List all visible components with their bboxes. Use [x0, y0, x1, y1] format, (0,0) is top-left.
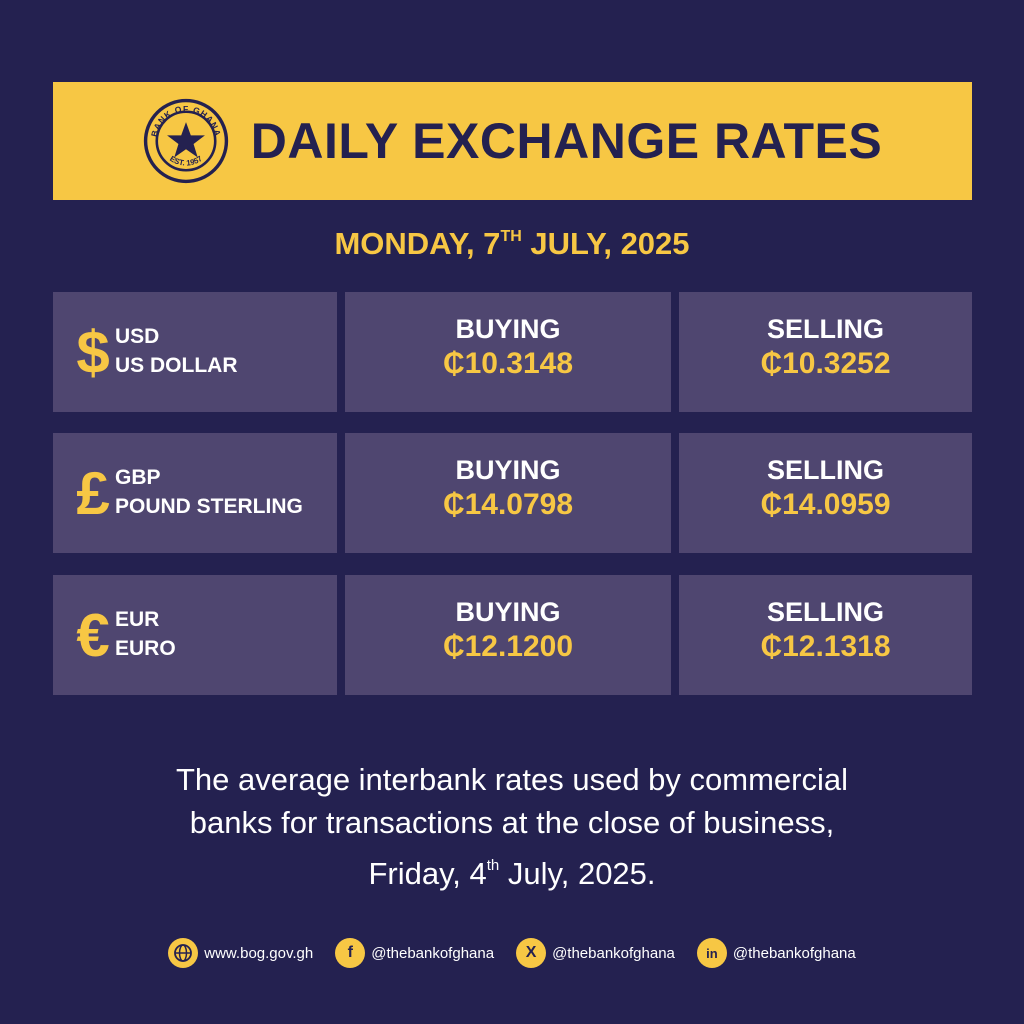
globe-icon [168, 938, 199, 968]
currency-cell: $ USD US DOLLAR [53, 292, 337, 412]
buying-label: BUYING [455, 314, 561, 344]
note-line-1: The average interbank rates used by comm… [176, 762, 848, 797]
x-handle[interactable]: @thebankofghana [552, 944, 675, 962]
dollar-icon: $ [76, 318, 110, 386]
rates-note: The average interbank rates used by comm… [0, 758, 1024, 895]
footer-linkedin[interactable]: in @thebankofghana [696, 938, 856, 968]
website-link[interactable]: www.bog.gov.gh [204, 944, 314, 962]
note-line-3-sup: th [486, 857, 500, 874]
buying-cell: BUYING ₵10.3148 [345, 292, 671, 412]
buying-label: BUYING [455, 597, 561, 627]
note-line-2: banks for transactions at the close of b… [189, 805, 835, 840]
footer-facebook[interactable]: f @thebankofghana [335, 938, 494, 968]
selling-rate: ₵10.3252 [760, 347, 891, 380]
page-title: DAILY EXCHANGE RATES [250, 113, 883, 169]
buying-label: BUYING [455, 455, 561, 485]
pound-icon: £ [76, 459, 110, 527]
footer-website[interactable]: www.bog.gov.gh [168, 938, 313, 968]
seal-text-bottom: EST. 1957 [168, 154, 204, 168]
facebook-handle[interactable]: @thebankofghana [371, 944, 495, 962]
note-line-3-prefix: Friday, 4 [368, 856, 487, 891]
buying-cell: BUYING ₵14.0798 [345, 433, 671, 553]
selling-label: SELLING [766, 314, 884, 344]
currency-code: EUR [115, 608, 160, 631]
euro-icon: € [76, 601, 110, 669]
buying-rate: ₵14.0798 [442, 488, 574, 521]
rate-row-usd: $ USD US DOLLAR BUYING ₵10.3148 SELLING … [53, 292, 972, 412]
currency-name: POUND STERLING [115, 495, 303, 518]
currency-cell: € EUR EURO [53, 575, 337, 695]
title-banner: BANK OF GHANA EST. 1957 DAILY EXCHANGE R… [53, 82, 972, 200]
selling-cell: SELLING ₵10.3252 [679, 292, 972, 412]
currency-name: EURO [115, 637, 176, 660]
rates-date: MONDAY, 7TH JULY, 2025 [0, 226, 1024, 262]
selling-rate: ₵14.0959 [760, 488, 891, 521]
currency-code: GBP [115, 466, 161, 489]
selling-label: SELLING [766, 455, 884, 485]
buying-rate: ₵10.3148 [442, 347, 574, 380]
selling-cell: SELLING ₵12.1318 [679, 575, 972, 695]
selling-rate: ₵12.1318 [760, 630, 891, 663]
note-line-3: Friday, 4th July, 2025. [0, 844, 1024, 895]
linkedin-icon: in [696, 938, 727, 968]
selling-cell: SELLING ₵14.0959 [679, 433, 972, 553]
footer-x[interactable]: X @thebankofghana [516, 938, 675, 968]
currency-name: US DOLLAR [115, 354, 238, 377]
facebook-icon: f [335, 938, 366, 968]
rate-row-gbp: £ GBP POUND STERLING BUYING ₵14.0798 SEL… [53, 433, 972, 553]
selling-label: SELLING [766, 597, 884, 627]
linkedin-handle[interactable]: @thebankofghana [732, 944, 856, 962]
date-prefix: MONDAY, 7 [334, 226, 501, 261]
footer: www.bog.gov.gh f @thebankofghana X @theb… [0, 936, 1024, 970]
bank-seal-icon: BANK OF GHANA EST. 1957 [143, 98, 228, 184]
date-rest: JULY, 2025 [521, 226, 690, 261]
buying-rate: ₵12.1200 [442, 630, 574, 663]
rate-row-eur: € EUR EURO BUYING ₵12.1200 SELLING ₵12.1… [53, 575, 972, 695]
currency-cell: £ GBP POUND STERLING [53, 433, 337, 553]
x-icon: X [516, 938, 547, 968]
buying-cell: BUYING ₵12.1200 [345, 575, 671, 695]
date-suffix: TH [500, 228, 522, 245]
note-line-3-rest: July, 2025. [499, 856, 656, 891]
currency-code: USD [115, 325, 160, 348]
svg-text:EST. 1957: EST. 1957 [168, 154, 204, 168]
